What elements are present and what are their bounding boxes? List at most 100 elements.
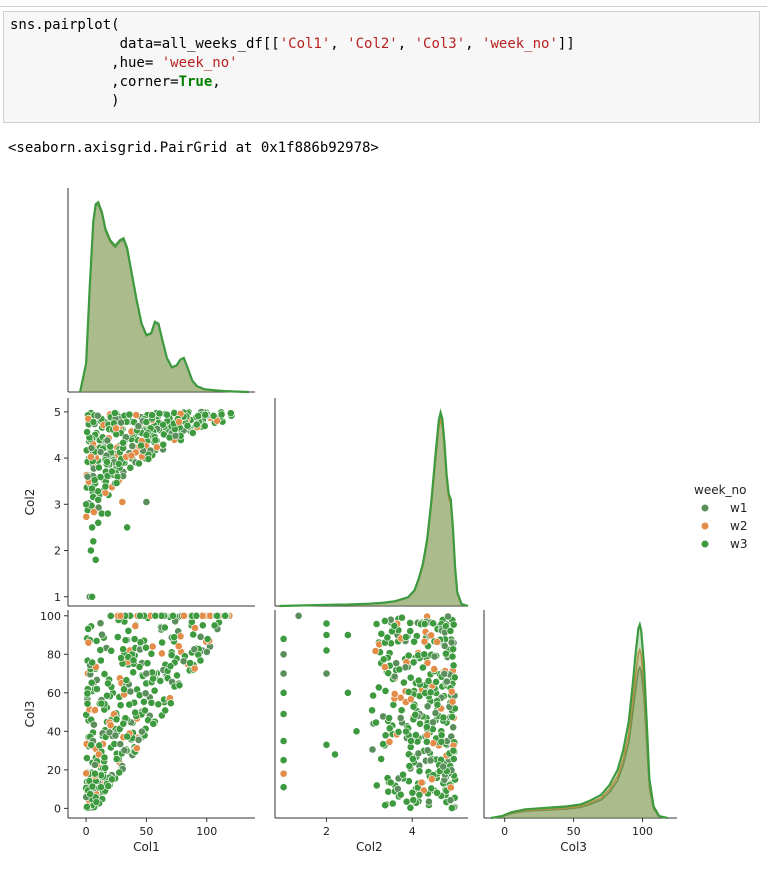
y-tick-label: 100: [40, 610, 61, 623]
scatter-point: [113, 633, 122, 641]
scatter-point: [420, 637, 429, 646]
scatter-point: [427, 631, 435, 640]
scatter-point: [279, 634, 288, 643]
y-tick-label: 2: [54, 545, 61, 558]
scatter-point: [279, 783, 288, 792]
legend-label-w1: w1: [730, 501, 747, 515]
scatter-point: [90, 720, 98, 729]
scatter-point: [89, 418, 98, 426]
cell-top-border: [0, 0, 767, 7]
scatter-point: [449, 723, 458, 732]
x-tick-label: 2: [323, 825, 330, 838]
scatter-point: [186, 659, 194, 667]
scatter-point: [406, 803, 415, 812]
scatter-point: [83, 428, 91, 436]
scatter-point: [449, 661, 458, 670]
scatter-point: [322, 740, 331, 749]
scatter-point: [439, 713, 448, 722]
x-axis-label-col2: Col2: [356, 840, 383, 854]
scatter-point: [415, 790, 424, 799]
scatter-point: [418, 663, 427, 672]
scatter-point: [93, 685, 101, 693]
scatter-point: [448, 652, 457, 661]
scatter-point: [213, 611, 221, 620]
scatter-point: [322, 646, 331, 655]
scatter-point: [111, 731, 120, 740]
scatter-point: [83, 689, 92, 698]
scatter-point: [129, 668, 138, 677]
scatter-point: [169, 611, 177, 620]
y-tick-label: 5: [54, 406, 61, 419]
scatter-point: [426, 688, 435, 697]
scatter-point: [381, 687, 390, 695]
scatter-point: [429, 718, 437, 727]
code-text: ,: [330, 36, 348, 52]
code-text: ,: [465, 36, 483, 52]
scatter-point: [429, 619, 437, 628]
scatter-point: [122, 676, 131, 685]
scatter-point: [91, 555, 100, 564]
scatter-point: [91, 769, 99, 778]
code-text: ): [10, 93, 120, 109]
scatter-point: [136, 638, 145, 647]
scatter-point: [125, 700, 134, 709]
code-text: ]]: [557, 36, 575, 52]
scatter-point: [381, 801, 389, 810]
scatter-point: [134, 422, 143, 431]
scatter-point: [331, 750, 339, 759]
scatter-point: [409, 702, 418, 711]
scatter-point: [423, 746, 432, 755]
scatter-point: [392, 659, 401, 668]
scatter-point: [90, 508, 98, 516]
scatter-point: [369, 691, 377, 700]
scatter-point: [108, 467, 116, 476]
x-tick-label: 100: [196, 825, 217, 838]
scatter-point: [423, 658, 432, 667]
scatter-point: [390, 621, 399, 630]
scatter-point: [166, 699, 175, 708]
scatter-point: [196, 632, 205, 641]
scatter-point: [446, 783, 455, 792]
kde-area-w3: [279, 412, 468, 606]
scatter-point: [95, 741, 104, 750]
scatter-point: [433, 637, 441, 646]
legend-label-w2: w2: [730, 519, 747, 533]
scatter-point: [449, 620, 458, 629]
scatter-point: [150, 686, 159, 695]
scatter-point: [148, 642, 157, 651]
scatter-point: [420, 650, 429, 659]
scatter-point: [343, 688, 352, 697]
scatter-point: [210, 621, 219, 630]
scatter-point: [322, 631, 331, 639]
scatter-point: [106, 611, 115, 620]
scatter-point: [217, 410, 226, 419]
scatter-point: [87, 444, 96, 452]
code-text: ,: [397, 36, 415, 52]
scatter-point: [103, 509, 112, 518]
scatter-point: [88, 523, 96, 532]
scatter-point: [389, 700, 398, 709]
scatter-point: [151, 436, 160, 445]
scatter-point: [279, 737, 288, 745]
scatter-point: [157, 649, 166, 658]
code-cell[interactable]: sns.pairplot( data=all_weeks_df[['Col1',…: [3, 11, 760, 123]
scatter-point: [198, 621, 207, 630]
scatter-point: [399, 770, 407, 779]
code-text: ,corner=: [10, 74, 179, 90]
scatter-point: [385, 714, 393, 722]
legend-title: week_no: [694, 483, 746, 497]
scatter-point: [170, 633, 178, 642]
scatter-point: [279, 769, 288, 778]
scatter-point: [142, 498, 151, 506]
scatter-point: [397, 706, 406, 715]
scatter-point: [384, 787, 393, 796]
scatter-point: [137, 727, 146, 736]
code-source[interactable]: sns.pairplot( data=all_weeks_df[['Col1',…: [10, 16, 759, 111]
scatter-point: [117, 654, 125, 662]
scatter-point: [88, 592, 96, 601]
scatter-point: [447, 687, 456, 696]
scatter-point: [449, 755, 458, 763]
scatter-point: [131, 708, 140, 717]
scatter-point: [83, 802, 91, 811]
scatter-point: [120, 685, 128, 694]
